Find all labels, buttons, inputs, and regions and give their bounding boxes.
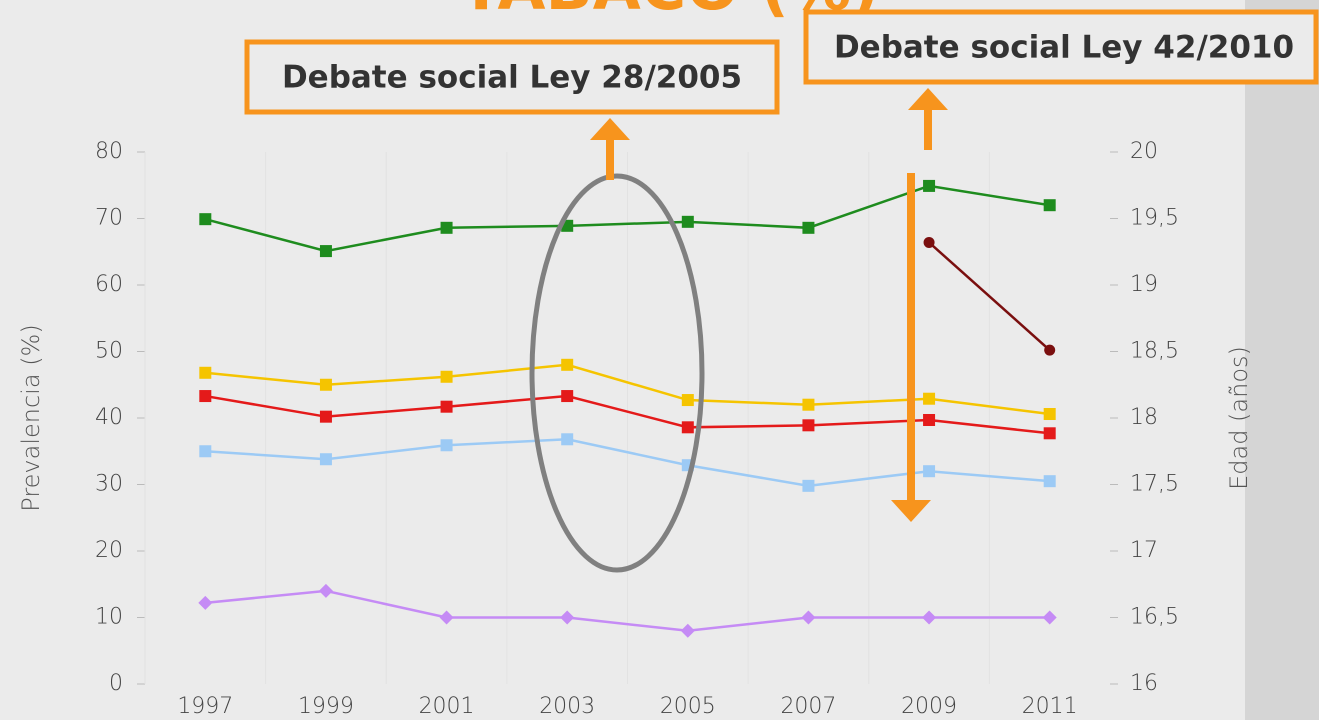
marker: [199, 366, 212, 379]
marker: [440, 400, 453, 413]
marker: [561, 358, 574, 371]
marker: [440, 221, 453, 234]
x-tick-label: 2003: [539, 694, 595, 719]
plot: 0 10 20 30 40 50 60 70 80 16 16,5 17 17,5 18 18,5 19 19,…: [95, 139, 1179, 719]
marker: [319, 245, 332, 258]
y2-tick-label: 19,5: [1130, 206, 1179, 231]
marker: [681, 394, 694, 407]
marker: [319, 410, 332, 423]
y2-tick-label: 16: [1130, 671, 1158, 696]
series-line: [205, 589, 1050, 633]
marker: [199, 213, 212, 226]
y-tick-label: 50: [95, 339, 123, 364]
series-line: [928, 241, 1051, 352]
marker: [923, 179, 936, 192]
y-axis-label: Prevalencia (%): [17, 324, 45, 511]
marker: [1043, 475, 1056, 488]
y-tick-label: 20: [95, 538, 123, 563]
marker: [1043, 427, 1056, 440]
marker: [440, 439, 453, 452]
marker: [199, 390, 212, 403]
x-tick-label: 1997: [177, 694, 233, 719]
side-strip: [1245, 0, 1319, 720]
y2-tick-label: 20: [1130, 139, 1158, 164]
marker: [561, 433, 574, 446]
x-tick-label: 2007: [780, 694, 836, 719]
y-tick-label: 60: [95, 272, 123, 297]
annotation-box: [244, 39, 780, 115]
y-tick-label: 40: [95, 405, 123, 430]
marker: [681, 421, 694, 434]
x-tick-label: 2009: [901, 694, 957, 719]
marker: [923, 236, 935, 248]
marker: [1044, 344, 1056, 356]
annotation: Debate social Ley 42/2010: [834, 30, 1294, 66]
y2-axis-label: Edad (años): [1225, 346, 1253, 490]
marker: [319, 378, 332, 391]
marker: [561, 390, 574, 403]
x-tick-label: 1999: [298, 694, 354, 719]
marker: [802, 479, 815, 492]
marker: [923, 465, 936, 478]
marker: [440, 370, 453, 383]
marker: [680, 623, 695, 638]
x-tick-label: 2011: [1022, 694, 1078, 719]
y2-tick-label: 17: [1130, 538, 1158, 563]
marker: [560, 610, 575, 625]
marker: [801, 610, 816, 625]
marker: [802, 221, 815, 234]
marker: [923, 392, 936, 405]
annotation-box: [803, 9, 1319, 85]
y2-tick-label: 16,5: [1130, 605, 1179, 630]
annotation: Debate social Ley 28/2005: [282, 60, 742, 96]
marker: [1043, 199, 1056, 212]
marker: [802, 398, 815, 411]
marker: [1042, 610, 1057, 625]
y-tick-label: 30: [95, 472, 123, 497]
x-tick-label: 2001: [419, 694, 475, 719]
x-tick-label: 2005: [660, 694, 716, 719]
marker: [1043, 408, 1056, 421]
arrows: [590, 88, 948, 522]
marker: [319, 453, 332, 466]
y-tick-label: 0: [109, 671, 123, 696]
y-tick-label: 10: [95, 605, 123, 630]
y2-tick-label: 19: [1130, 272, 1158, 297]
y2-tick-label: 17,5: [1130, 472, 1179, 497]
marker: [922, 610, 937, 625]
marker: [681, 215, 694, 228]
marker: [923, 413, 936, 426]
y2-tick-label: 18,5: [1130, 339, 1179, 364]
marker: [318, 583, 333, 598]
highlight-ellipse: [529, 173, 705, 573]
marker: [802, 419, 815, 432]
marker: [199, 445, 212, 458]
marker: [439, 610, 454, 625]
y-tick-label: 80: [95, 139, 123, 164]
marker: [198, 595, 213, 610]
y-tick-label: 70: [95, 206, 123, 231]
y2-tick-label: 18: [1130, 405, 1158, 430]
